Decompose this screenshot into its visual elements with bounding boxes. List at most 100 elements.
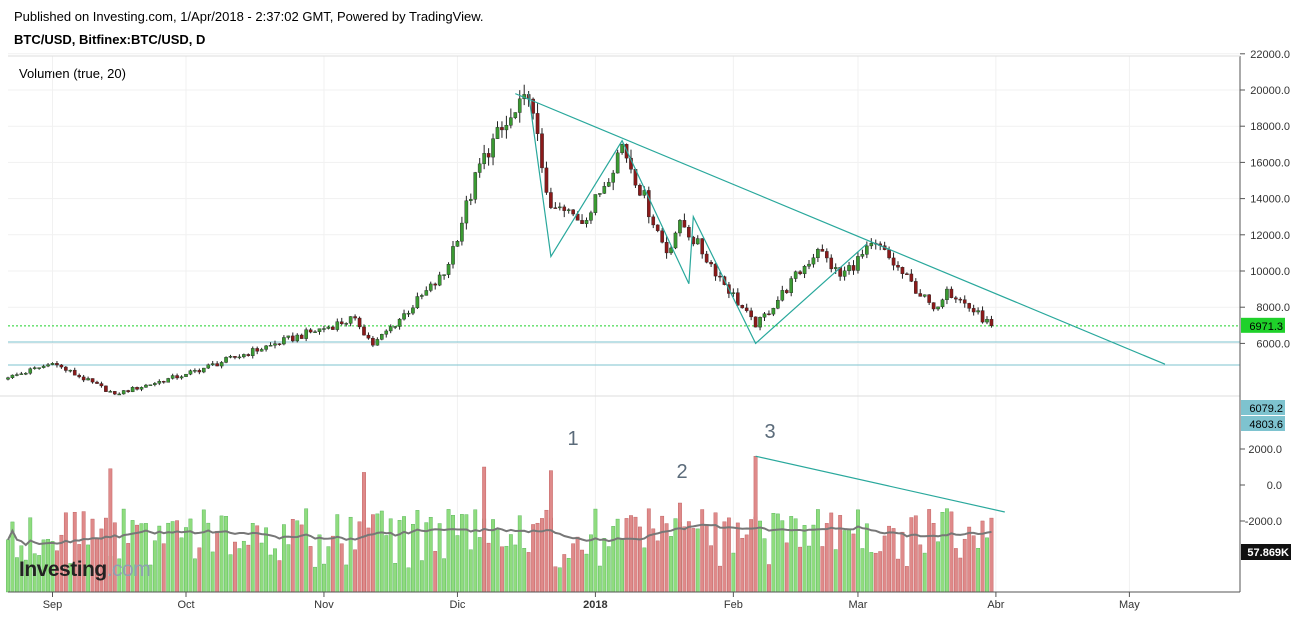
- volume-bar: [909, 517, 914, 593]
- candle-body: [161, 381, 166, 383]
- volume-bar: [179, 537, 184, 593]
- candle-body: [81, 376, 86, 381]
- candle-body: [326, 326, 331, 329]
- time-tick-label: Mar: [848, 599, 867, 611]
- candle-body: [860, 254, 865, 257]
- volume-bar: [597, 565, 602, 593]
- candle-body: [428, 283, 433, 291]
- volume-bar: [758, 520, 762, 593]
- volume-bar: [206, 522, 211, 593]
- candle-body: [188, 370, 193, 375]
- volume-bar: [931, 523, 936, 593]
- candle-body: [949, 288, 954, 298]
- volume-bar: [695, 528, 700, 593]
- volume-bar: [704, 524, 709, 593]
- candle-body: [504, 125, 509, 131]
- volume-bar: [557, 567, 562, 593]
- candle-body: [277, 343, 282, 345]
- candle-body: [420, 295, 424, 297]
- candle-body: [282, 337, 286, 345]
- level-tag: 6079.2: [1249, 403, 1283, 415]
- price-axis[interactable]: 22000.0 20000.0 18000.0 16000.0 14000.0 12000…: [1240, 49, 1290, 351]
- time-axis[interactable]: Sep Oct Nov Dic 2018 Feb Mar Abr May: [43, 592, 1141, 611]
- candle-body: [250, 348, 255, 356]
- candle-body: [954, 297, 958, 300]
- volume-bar: [357, 521, 362, 593]
- candle-body: [491, 138, 495, 158]
- volume-bar: [927, 509, 932, 593]
- candle-body: [455, 241, 460, 247]
- volume-bar: [562, 554, 567, 593]
- volume-bar: [379, 510, 384, 593]
- volume-bar: [290, 519, 295, 593]
- candle-body: [802, 266, 807, 275]
- candle-body: [687, 227, 691, 238]
- candle-body: [887, 249, 891, 259]
- volume-spike-bar: [678, 502, 682, 593]
- volume-axis[interactable]: 2000.0 0.0 -2000.0: [1240, 444, 1282, 528]
- candle-body: [647, 190, 651, 218]
- volume-bar: [686, 521, 691, 593]
- candle-body: [380, 334, 384, 340]
- last-price-tag-bg: [1241, 317, 1285, 333]
- candle-body: [371, 337, 375, 346]
- candle-body: [918, 293, 923, 297]
- time-tick-label: May: [1119, 599, 1140, 611]
- candle-body: [593, 194, 598, 213]
- annotations: 1 2 3: [567, 421, 775, 483]
- candle-body: [535, 113, 540, 134]
- volume-bar: [477, 537, 482, 593]
- volume-bar: [655, 540, 660, 593]
- candle-body: [64, 366, 68, 371]
- volume-bar: [192, 558, 197, 593]
- volume-bar: [535, 522, 540, 593]
- volume-bar: [375, 513, 380, 593]
- volume-bar: [486, 542, 491, 593]
- volume-bar: [508, 534, 513, 593]
- candle-body: [193, 370, 197, 372]
- volume-bar: [264, 527, 268, 593]
- volume-bar: [638, 526, 642, 593]
- volume-bar: [437, 523, 442, 593]
- candle-body: [811, 257, 816, 265]
- candle-body: [544, 167, 549, 193]
- candle-body: [130, 387, 135, 393]
- volume-bar: [602, 538, 607, 593]
- candle-body: [789, 278, 793, 293]
- candle-body: [740, 305, 745, 309]
- candle-body: [273, 343, 277, 346]
- volume-bar: [967, 526, 972, 593]
- level-tag-bg: [1241, 400, 1285, 415]
- volume-bar: [802, 525, 807, 593]
- candle-body: [731, 292, 736, 294]
- volume-bar: [317, 534, 322, 593]
- volume-bar: [980, 520, 985, 593]
- candle-body: [865, 245, 869, 255]
- candle-body: [695, 238, 700, 245]
- volume-bar: [945, 508, 949, 593]
- annotation-number: 3: [764, 421, 775, 443]
- volume-bar: [566, 558, 571, 593]
- candle-body: [464, 200, 469, 224]
- volume-bar: [277, 560, 282, 593]
- volume-bar: [873, 552, 878, 593]
- candle-body: [700, 238, 704, 255]
- candle-body: [914, 281, 918, 294]
- candle-body: [19, 373, 24, 375]
- candle-body: [344, 323, 349, 325]
- volume-bar: [807, 545, 811, 593]
- volume-bar: [246, 544, 251, 593]
- candle-body: [406, 312, 411, 315]
- volume-bar: [847, 528, 851, 593]
- volume-bar: [442, 558, 446, 593]
- volume-tick-label: -2000.0: [1245, 516, 1282, 528]
- volume-bars: [6, 456, 994, 593]
- candle-body: [117, 393, 122, 396]
- descending-trendline: [515, 93, 1166, 365]
- price-tick-label: 6000.0: [1256, 338, 1290, 350]
- volume-bar: [722, 521, 727, 593]
- trend-drawings: [515, 93, 1166, 513]
- candle-body: [197, 370, 202, 373]
- candle-body: [602, 186, 607, 194]
